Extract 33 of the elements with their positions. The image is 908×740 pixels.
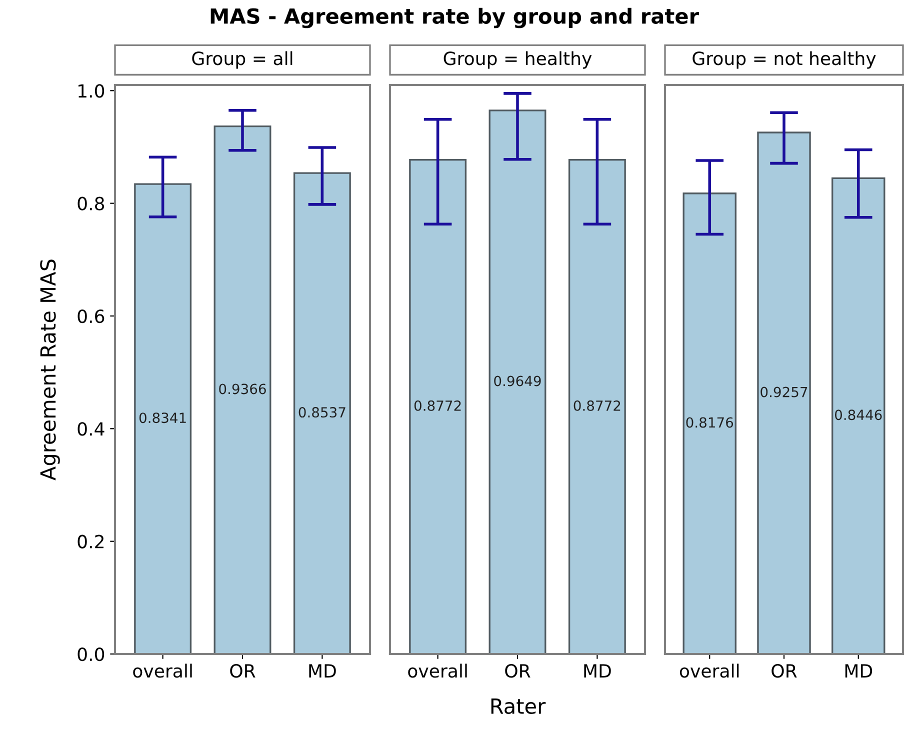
x-tick-label: overall [133,664,192,678]
y-tick-label: 0.0 [78,647,104,662]
x-tick-label: OR [772,664,797,678]
data-label: 0.9649 [494,376,541,386]
data-label: 0.8446 [834,410,882,420]
x-tick-label: MD [584,664,611,678]
y-tick-label: 0.4 [78,422,104,436]
data-label: 0.8772 [574,400,620,411]
data-label: 0.8341 [139,412,186,424]
x-tick-label: overall [680,664,739,678]
bar [214,126,272,654]
bar [134,183,192,654]
x-tick-label: MD [845,664,872,678]
y-tick-label: 0.2 [78,534,104,548]
text: MAS - Agreement rate by group and rater [210,8,700,28]
chart-subtitle: Group = healthy [444,51,592,69]
data-label: 0.8772 [414,400,461,411]
x-tick-label: overall [408,664,467,678]
data-label: 0.9257 [760,386,808,398]
y-tick-label: 1.0 [78,84,104,98]
x-tick-label: OR [230,664,256,678]
y-tick-label: 0.8 [78,196,104,210]
chart-subtitle: Group = not healthy [692,51,876,69]
data-label: 0.9366 [219,384,266,394]
y-axis-title: Agreement Rate MAS [40,260,60,480]
data-label: 0.8176 [686,417,734,428]
x-tick-label: OR [505,664,530,678]
x-axis-title: Rater [491,698,546,714]
x-tick-label: MD [309,664,336,678]
y-tick-label: 0.6 [78,309,104,324]
chart-subtitle: Group = all [192,51,292,69]
bar [293,172,351,654]
data-label: 0.8537 [298,407,346,418]
